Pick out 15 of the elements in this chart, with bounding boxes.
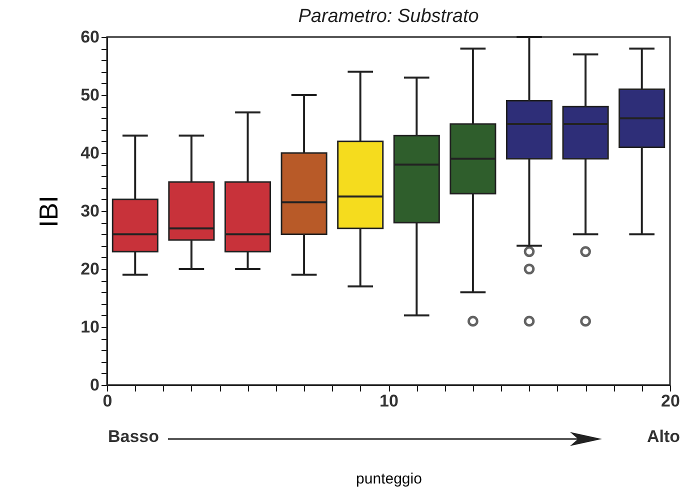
chart-title: Parametro: Substrato [298, 6, 479, 27]
y-tick-label: 10 [80, 318, 100, 336]
y-tick-label: 0 [90, 376, 100, 394]
y-axis-title: IBI [34, 196, 64, 228]
text: Alto [646, 427, 680, 447]
y-tick-label: 30 [80, 202, 100, 220]
x-tick-label: 0 [102, 392, 112, 410]
y-tick-label: 20 [80, 260, 100, 278]
y-tick-label: 50 [80, 86, 100, 104]
x-tick-label: 10 [380, 392, 398, 410]
x-tick-label: 20 [661, 392, 680, 410]
x-axis-title: punteggio [356, 470, 422, 488]
y-tick-label: 40 [80, 144, 100, 162]
y-tick-label: 60 [80, 28, 100, 46]
text: Basso [108, 427, 160, 447]
